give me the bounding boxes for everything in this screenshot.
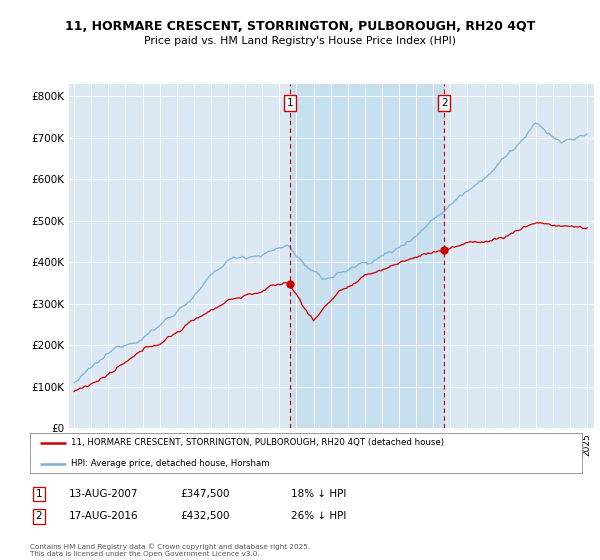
Text: Price paid vs. HM Land Registry's House Price Index (HPI): Price paid vs. HM Land Registry's House …: [144, 36, 456, 46]
Bar: [290, 84, 444, 428]
Text: 1: 1: [287, 98, 293, 108]
Text: HPI: Average price, detached house, Horsham: HPI: Average price, detached house, Hors…: [71, 459, 270, 468]
Text: 18% ↓ HPI: 18% ↓ HPI: [291, 489, 346, 499]
Text: 2: 2: [441, 98, 448, 108]
Text: 2: 2: [35, 511, 43, 521]
Text: £432,500: £432,500: [180, 511, 229, 521]
Text: £347,500: £347,500: [180, 489, 229, 499]
Text: 17-AUG-2016: 17-AUG-2016: [69, 511, 139, 521]
Text: 11, HORMARE CRESCENT, STORRINGTON, PULBOROUGH, RH20 4QT: 11, HORMARE CRESCENT, STORRINGTON, PULBO…: [65, 20, 535, 32]
Text: 11, HORMARE CRESCENT, STORRINGTON, PULBOROUGH, RH20 4QT (detached house): 11, HORMARE CRESCENT, STORRINGTON, PULBO…: [71, 438, 445, 447]
Text: 1: 1: [35, 489, 43, 499]
Text: Contains HM Land Registry data © Crown copyright and database right 2025.
This d: Contains HM Land Registry data © Crown c…: [30, 544, 310, 557]
Text: 26% ↓ HPI: 26% ↓ HPI: [291, 511, 346, 521]
Text: 13-AUG-2007: 13-AUG-2007: [69, 489, 139, 499]
